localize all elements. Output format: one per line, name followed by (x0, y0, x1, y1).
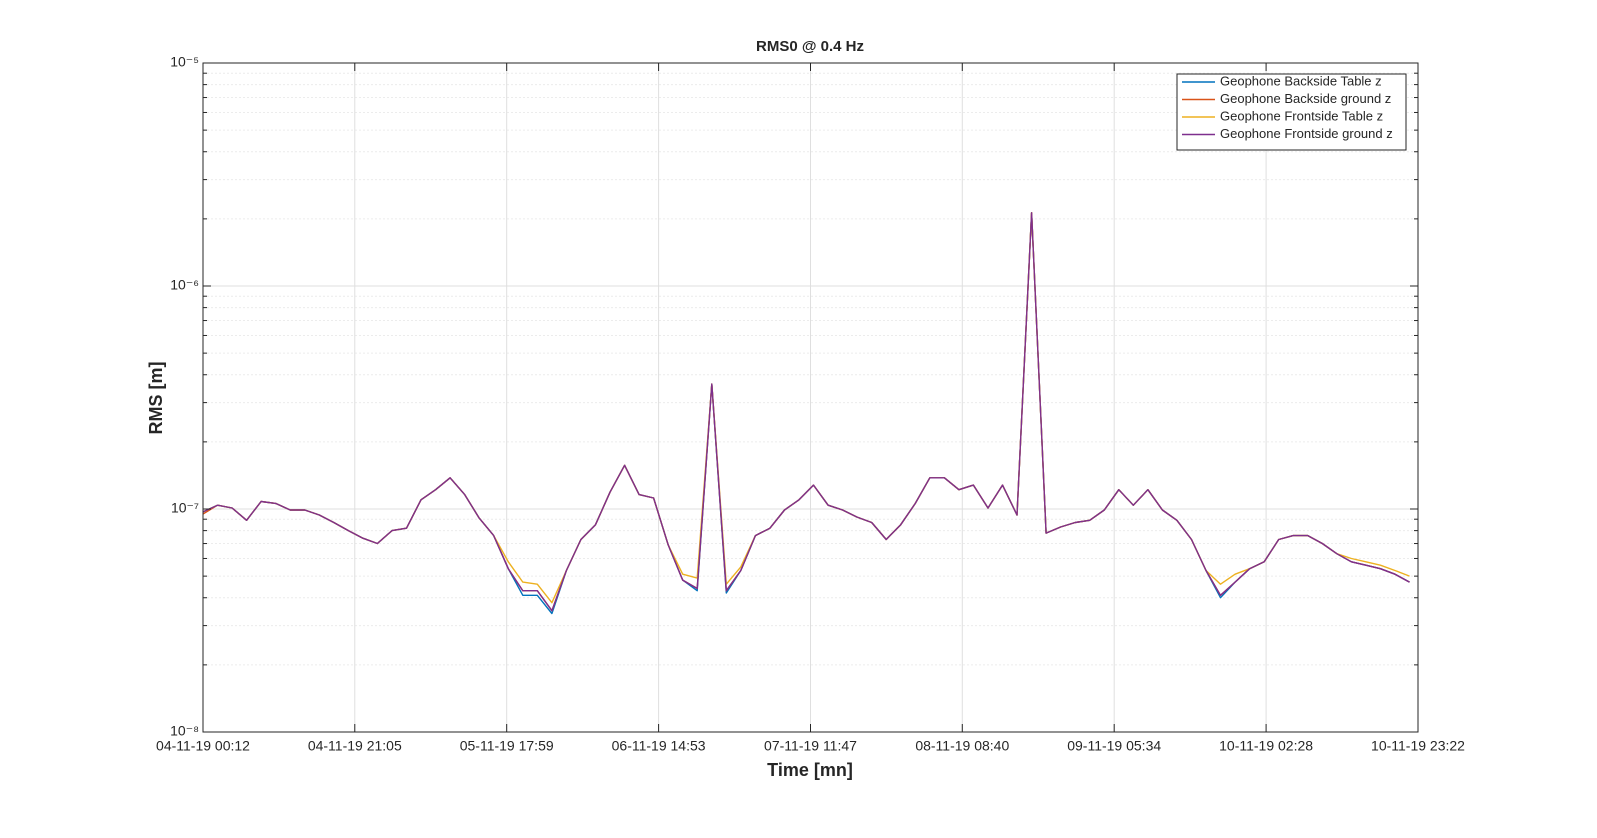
x-tick-label: 08-11-19 08:40 (915, 738, 1009, 754)
y-tick-label: 10⁻⁶ (170, 277, 199, 293)
x-tick-label: 10-11-19 23:22 (1371, 738, 1465, 754)
legend-label: Geophone Frontside Table z (1220, 108, 1383, 123)
legend: Geophone Backside Table z Geophone Backsi… (1176, 73, 1407, 151)
legend-label: Geophone Backside ground z (1220, 91, 1391, 106)
x-tick-label: 10-11-19 02:28 (1219, 738, 1313, 754)
x-tick-label: 04-11-19 21:05 (308, 738, 402, 754)
y-axis-label: RMS [m] (146, 362, 166, 435)
x-tick-label: 06-11-19 14:53 (612, 738, 706, 754)
legend-label: Geophone Frontside ground z (1220, 126, 1393, 141)
series-line (202, 212, 1410, 612)
y-tick-label: 10⁻⁸ (170, 723, 199, 739)
chart-title: RMS0 @ 0.4 Hz (756, 38, 864, 55)
x-axis-label: Time [mn] (767, 760, 853, 780)
ticks: 10⁻⁸ 10⁻⁷ 10⁻⁶ 10⁻⁵ 04-11-19 00:12 04-11-19 2… (156, 54, 1465, 754)
legend-label: Geophone Backside Table z (1220, 73, 1382, 88)
x-tick-label: 07-11-19 11:47 (764, 738, 857, 754)
legend-box (1176, 73, 1407, 151)
x-tick-label: 09-11-19 05:34 (1067, 738, 1161, 754)
y-tick-label: 10⁻⁷ (171, 500, 199, 516)
y-tick-label: 10⁻⁵ (170, 54, 199, 70)
x-tick-label: 05-11-19 17:59 (460, 738, 554, 754)
x-tick-label: 04-11-19 00:12 (156, 738, 250, 754)
lines (202, 212, 1410, 615)
